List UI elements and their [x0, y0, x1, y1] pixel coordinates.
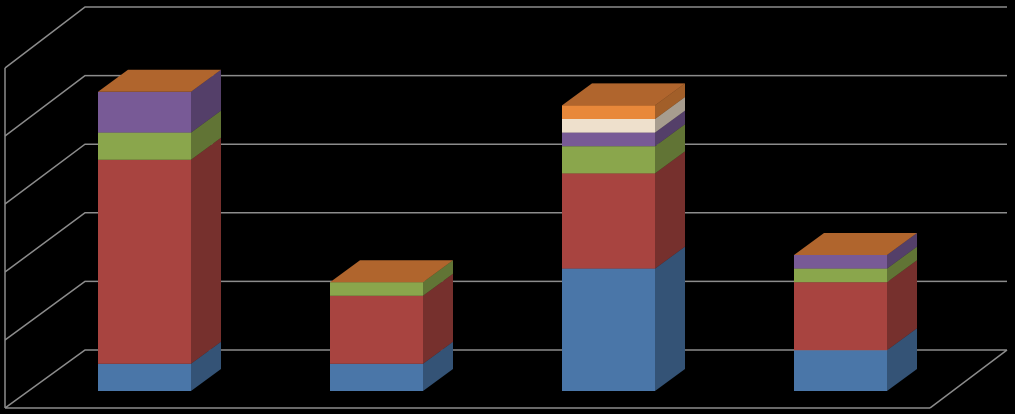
bar-face [655, 97, 685, 133]
bar-segment [330, 260, 453, 296]
bar-face [562, 173, 655, 269]
grid-line [4, 280, 1007, 341]
bar-face [330, 363, 423, 391]
grid-line [4, 6, 1007, 69]
bar-segment [794, 260, 917, 351]
bar-top [98, 69, 221, 92]
grid-line [4, 212, 1007, 273]
bar-segment [794, 246, 917, 283]
bar-top [330, 260, 453, 283]
bar-segment [98, 137, 221, 364]
bar-face [562, 105, 655, 119]
floor-right [929, 349, 1008, 409]
bar-segment [562, 110, 685, 147]
bar-face [191, 341, 221, 391]
grid-line [4, 74, 1007, 137]
grid-line [4, 349, 1007, 409]
bar-face [98, 132, 191, 160]
bar-face [794, 350, 887, 391]
bar-face [98, 363, 191, 391]
bar-segment [98, 69, 221, 133]
bar-face [887, 246, 917, 283]
bar-face [423, 341, 453, 391]
bar-face [655, 124, 685, 174]
bar-face [794, 255, 887, 269]
bar-segment [98, 341, 221, 391]
bar-face [330, 282, 423, 296]
bar-segment [98, 110, 221, 160]
bar-face [330, 295, 423, 364]
bar-face [562, 146, 655, 174]
bar-segment [562, 151, 685, 269]
grid-line [4, 143, 1007, 205]
bar-face [887, 233, 917, 269]
bar-face [655, 246, 685, 391]
bar-face [794, 282, 887, 351]
bar-segment [562, 124, 685, 174]
bar-face [887, 328, 917, 391]
bar-face [191, 137, 221, 364]
bar-face [423, 260, 453, 296]
bar-face [562, 119, 655, 133]
bar-top [562, 83, 685, 106]
bar-face [191, 110, 221, 160]
bar-face [98, 159, 191, 364]
bar-face [655, 110, 685, 147]
bar-segment [562, 97, 685, 133]
bar-segment [330, 341, 453, 391]
bar-face [191, 69, 221, 133]
bar-segment [794, 328, 917, 391]
bar-segment [562, 83, 685, 119]
bar-face [794, 268, 887, 283]
bar-face [655, 83, 685, 119]
bar-face [562, 268, 655, 391]
bar-face [562, 132, 655, 147]
bar-face [655, 151, 685, 269]
bar-face [423, 273, 453, 364]
bar-segment [330, 273, 453, 364]
bar-face [98, 91, 191, 133]
bar-segment [794, 233, 917, 269]
bar-top [794, 233, 917, 255]
bar-face [887, 260, 917, 351]
bar-segment [562, 246, 685, 391]
